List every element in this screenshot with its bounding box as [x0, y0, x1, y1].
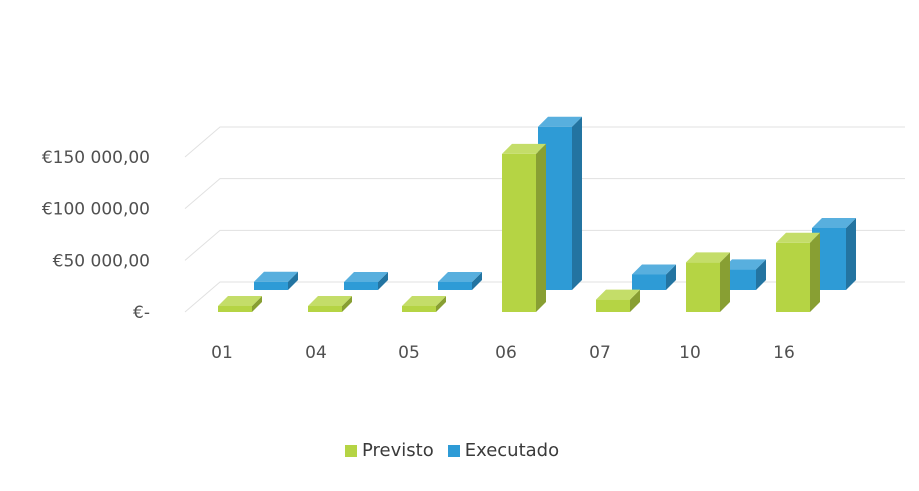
bar-previsto-07-side [630, 289, 640, 312]
bar-previsto-10-side [720, 252, 730, 312]
legend-swatch-executado [447, 444, 460, 457]
bar-previsto-16-top [776, 232, 820, 243]
bar-executado-01 [254, 271, 298, 290]
x-tick-label: 16 [773, 343, 795, 363]
legend: Previsto Executado [345, 440, 559, 461]
bar-executado-05 [438, 272, 482, 290]
x-tick-label: 06 [495, 343, 517, 363]
legend-label-previsto: Previsto [362, 440, 434, 461]
bar-executado-01-top [254, 271, 298, 282]
bar-previsto-06-top [502, 143, 546, 154]
bar-executado-10-top [722, 259, 766, 270]
bar-executado-04-top [344, 272, 388, 282]
y-tick-label: €150 000,00 [42, 148, 150, 168]
y-tick-label: €100 000,00 [42, 200, 150, 220]
legend-item-previsto: Previsto [345, 440, 434, 461]
bar-executado-01-front [254, 281, 288, 290]
x-tick-label: 07 [589, 343, 611, 363]
bar-executado-06-side [572, 116, 582, 290]
bar-previsto-04 [308, 296, 352, 312]
bars [218, 116, 856, 312]
y-tick-label: €50 000,00 [53, 251, 150, 271]
bar-previsto-05-front [402, 306, 436, 312]
bar-previsto-06-side [536, 143, 546, 312]
bar-previsto-07 [596, 289, 640, 312]
bar-previsto-10-front [686, 262, 720, 312]
bar-previsto-05-top [402, 296, 446, 306]
bar-previsto-01 [218, 296, 262, 312]
bar-executado-01-side [288, 271, 298, 290]
x-tick-label: 05 [398, 343, 420, 363]
bar-previsto-01-front [218, 306, 252, 312]
bar-executado-07-front [632, 274, 666, 290]
bar-executado-04 [344, 272, 388, 290]
x-axis-labels: 01 04 05 06 07 10 16 [211, 343, 795, 363]
bar-executado-04-side [378, 272, 388, 290]
gridline [184, 281, 905, 313]
gridlines [184, 126, 905, 313]
bar-previsto-16-front [776, 242, 810, 312]
bar-previsto-16-side [810, 232, 820, 312]
bar-previsto-01-side [252, 296, 262, 312]
bar-executado-04-front [344, 282, 378, 290]
legend-label-executado: Executado [464, 440, 560, 461]
bar-previsto-07-front [596, 299, 630, 312]
bar-previsto-04-front [308, 306, 342, 312]
x-tick-label: 10 [679, 343, 701, 363]
bar-previsto-05 [402, 296, 446, 312]
bar-executado-05-front [438, 282, 472, 290]
y-tick-label: €- [133, 303, 150, 323]
bar-previsto-04-top [308, 296, 352, 306]
bar-executado-10-front [722, 269, 756, 290]
bar-previsto-01-top [218, 296, 262, 306]
legend-swatch-previsto [345, 444, 357, 457]
bar-executado-05-side [472, 272, 482, 290]
x-tick-label: 01 [211, 343, 233, 363]
bar-executado-07 [632, 264, 676, 290]
bar-executado-05-top [438, 272, 482, 282]
gridline [184, 178, 905, 210]
bar-executado-07-side [666, 264, 676, 290]
gridline [184, 126, 905, 158]
bar-executado-10-side [756, 259, 766, 290]
bar-previsto-04-side [342, 296, 352, 312]
bar-previsto-06-front [502, 153, 536, 312]
bar-executado-16-side [846, 218, 856, 290]
gridline [184, 229, 905, 261]
bar-executado-10 [722, 259, 766, 290]
x-tick-label: 04 [305, 343, 327, 363]
bar-previsto-05-side [436, 296, 446, 312]
legend-item-executado: Executado [447, 440, 560, 461]
bar-executado-16-top [812, 218, 856, 228]
y-axis-labels: €- €50 000,00 €100 000,00 €150 000,00 [42, 148, 150, 323]
bar-previsto-06 [502, 143, 546, 312]
bar-executado-06-top [538, 116, 582, 127]
bar-executado-07-top [632, 264, 676, 275]
bar-previsto-07-top [596, 289, 640, 300]
bar-previsto-16 [776, 232, 820, 312]
bar-previsto-10-top [686, 252, 730, 263]
bar-previsto-10 [686, 252, 730, 312]
